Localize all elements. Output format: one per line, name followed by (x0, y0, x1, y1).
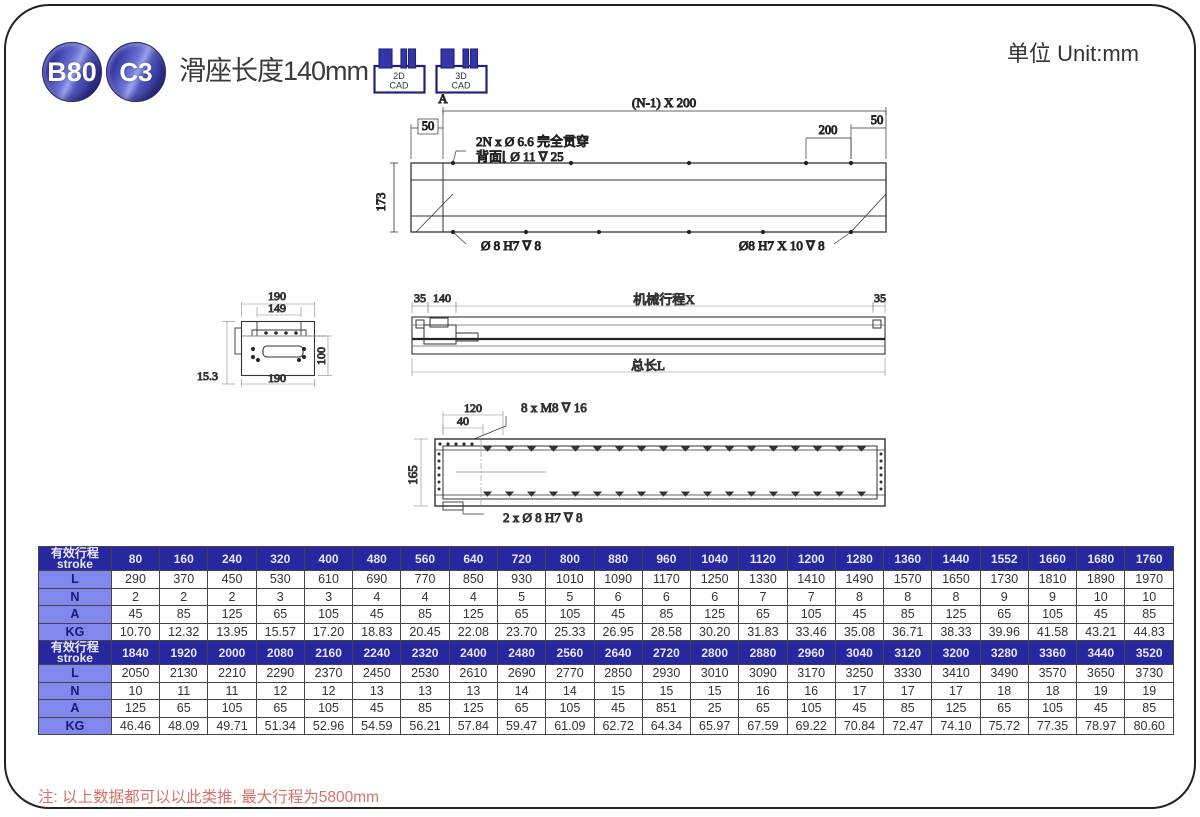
svg-text:2N x Ø 6.6 完全贯穿: 2N x Ø 6.6 完全贯穿 (476, 134, 589, 149)
svg-text:190: 190 (268, 371, 286, 385)
svg-text:Ø 8 H7 ∇ 8: Ø 8 H7 ∇ 8 (481, 238, 541, 253)
svg-text:100: 100 (314, 347, 328, 365)
svg-text:120: 120 (464, 401, 482, 415)
svg-text:200: 200 (819, 123, 838, 137)
svg-text:50: 50 (871, 113, 884, 127)
svg-text:165: 165 (405, 465, 420, 485)
svg-text:140: 140 (433, 291, 451, 305)
svg-text:A: A (438, 91, 448, 106)
svg-text:50: 50 (422, 119, 435, 133)
svg-text:机械行程X: 机械行程X (633, 292, 695, 307)
svg-text:35: 35 (874, 291, 886, 305)
svg-text:15.3: 15.3 (197, 369, 218, 383)
svg-text:8 x M8 ∇ 16: 8 x M8 ∇ 16 (521, 400, 587, 415)
svg-text:149: 149 (268, 301, 286, 315)
svg-text:35: 35 (414, 291, 426, 305)
svg-text:背面⌊ Ø 11 ∇ 25: 背面⌊ Ø 11 ∇ 25 (476, 149, 564, 164)
svg-text:Ø8 H7 X 10 ∇ 8: Ø8 H7 X 10 ∇ 8 (739, 238, 825, 253)
svg-text:40: 40 (457, 414, 469, 428)
svg-text:总长L: 总长L (631, 358, 665, 373)
svg-text:2 x Ø 8 H7 ∇ 8: 2 x Ø 8 H7 ∇ 8 (503, 510, 582, 525)
svg-text:(N-1) X 200: (N-1) X 200 (632, 95, 696, 110)
svg-text:173: 173 (374, 193, 388, 212)
